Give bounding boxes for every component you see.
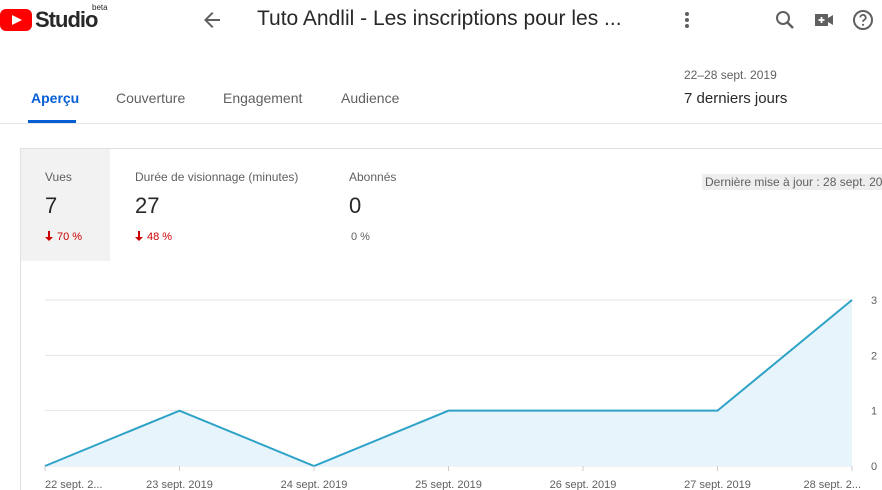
- video-title: Tuto Andlil - Les inscriptions pour les …: [257, 7, 622, 30]
- active-tab-indicator: [28, 120, 76, 123]
- x-tick-label: 28 sept. 2...: [804, 479, 861, 490]
- metric-change: 48 %: [135, 231, 172, 243]
- y-tick-label: 0: [871, 461, 877, 473]
- metric-tab-views[interactable]: Vues 7 70 %: [21, 149, 110, 261]
- metric-value: 7: [45, 193, 58, 218]
- metric-change: 0 %: [351, 231, 370, 243]
- last-updated-badge: Dernière mise à jour : 28 sept. 20: [702, 174, 882, 190]
- x-axis-tick-labels: 22 sept. 2... 23 sept. 2019 24 sept. 2019 2…: [44, 466, 861, 490]
- period-range: 22–28 sept. 2019: [684, 68, 777, 82]
- metric-change-value: 70 %: [57, 231, 83, 243]
- beta-badge: beta: [92, 3, 108, 12]
- metric-tab-watch-time[interactable]: Durée de visionnage (minutes) 27 48 %: [110, 149, 325, 261]
- help-icon[interactable]: [851, 8, 875, 32]
- tab-engagement[interactable]: Engagement: [223, 90, 303, 106]
- metric-change: 70 %: [45, 231, 82, 243]
- y-tick-label: 2: [871, 350, 877, 362]
- tab-audience[interactable]: Audience: [341, 90, 400, 106]
- chart-series-line: [44, 299, 853, 468]
- metric-value: 27: [135, 193, 160, 218]
- tab-couverture[interactable]: Couverture: [116, 90, 186, 106]
- youtube-studio-logo[interactable]: Studio: [0, 5, 98, 35]
- metric-label: Abonnés: [349, 170, 397, 184]
- more-vert-icon[interactable]: [678, 8, 696, 32]
- search-icon[interactable]: [773, 8, 797, 32]
- x-tick-label: 27 sept. 2019: [684, 479, 751, 490]
- views-chart: 0 1 2 3 22 sept. 2... 23 sept. 2019 24 sept. …: [44, 295, 877, 490]
- logo-text: Studio: [35, 7, 98, 32]
- analytics-tabs: Aperçu Couverture Engagement Audience 22…: [0, 60, 882, 124]
- metric-label: Vues: [45, 170, 72, 184]
- x-tick-label: 26 sept. 2019: [550, 479, 617, 490]
- metric-tab-subscribers[interactable]: Abonnés 0 0 %: [325, 149, 475, 261]
- video-camera-icon[interactable]: [812, 8, 836, 32]
- metric-change-value: 48 %: [147, 231, 173, 243]
- chart-area-fill: [45, 300, 852, 466]
- arrow-down-icon: [45, 231, 53, 241]
- y-tick-label: 3: [871, 295, 877, 307]
- youtube-play-icon: [0, 9, 32, 31]
- x-tick-label: 25 sept. 2019: [415, 479, 482, 490]
- period-label: 7 derniers jours: [684, 90, 788, 107]
- y-axis-tick-labels: 0 1 2 3: [871, 295, 877, 473]
- tab-apercu[interactable]: Aperçu: [31, 90, 80, 106]
- x-tick-label: 23 sept. 2019: [146, 479, 213, 490]
- metric-value: 0: [349, 193, 362, 218]
- y-tick-label: 1: [871, 406, 877, 418]
- arrow-down-icon: [135, 231, 143, 241]
- metric-label: Durée de visionnage (minutes): [135, 170, 299, 184]
- back-arrow-icon[interactable]: [200, 8, 224, 32]
- overview-card: Vues 7 70 % Durée de visionnage (minutes…: [20, 148, 882, 490]
- top-app-bar: Studio beta Tuto Andlil - Les inscriptio…: [0, 0, 882, 46]
- x-tick-label: 24 sept. 2019: [281, 479, 348, 490]
- x-tick-label: 22 sept. 2...: [45, 479, 102, 490]
